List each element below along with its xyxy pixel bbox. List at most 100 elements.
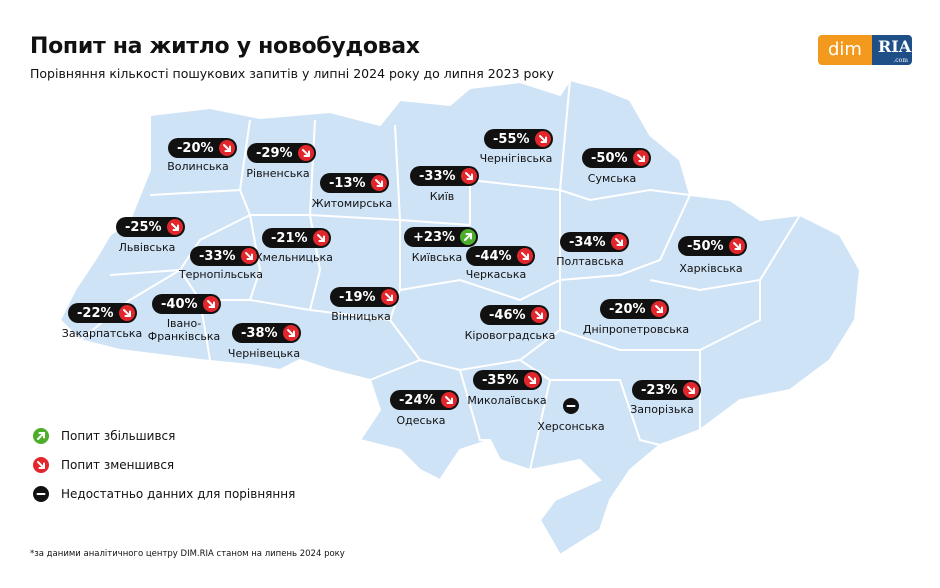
logo-domain: .com [893, 57, 908, 64]
trend-icon [202, 296, 219, 312]
region-badge: -44% [466, 246, 535, 266]
trend-icon [33, 486, 49, 502]
region-badge: -13% [320, 173, 389, 193]
region-badge: -40% [152, 294, 221, 314]
region-change: -34% [569, 234, 606, 250]
trend-icon [728, 238, 745, 254]
region-change: -25% [125, 219, 162, 235]
region-badge: -23% [632, 380, 701, 400]
logo-ria: RIA .com [871, 35, 912, 65]
trend-icon [33, 428, 49, 444]
region-badge: -50% [678, 236, 747, 256]
region-change: -21% [271, 230, 308, 246]
region-change: -35% [482, 372, 519, 388]
trend-icon [297, 145, 314, 161]
legend-item: Попит зменшився [33, 457, 174, 473]
region-no-data [563, 398, 579, 418]
region-badge: -33% [410, 166, 479, 186]
region-badge: -34% [560, 232, 629, 252]
region-change: -44% [475, 248, 512, 264]
region-badge: -46% [480, 305, 549, 325]
region-change: -33% [199, 248, 236, 264]
region-change: -50% [687, 238, 724, 254]
region-change: -50% [591, 150, 628, 166]
region-name: Київ [429, 190, 455, 203]
region-change: -46% [489, 307, 526, 323]
region-name: Харківська [679, 262, 743, 275]
subtitle: Порівняння кількості пошукових запитів у… [30, 66, 555, 81]
legend-label: Попит зменшився [61, 458, 175, 472]
region-change: -29% [256, 145, 293, 161]
trend-icon [166, 219, 183, 235]
region-badge: -33% [190, 246, 259, 266]
region-change: -33% [419, 168, 456, 184]
region-name: Херсонська [537, 420, 605, 433]
region-badge: -24% [390, 390, 459, 410]
logo-dim: dim [818, 35, 872, 65]
region-name: Львівська [118, 241, 176, 254]
trend-icon [530, 307, 547, 323]
region-name: Одеська [396, 414, 446, 427]
region-name: Вінницька [331, 310, 391, 323]
region-badge: -21% [262, 228, 331, 248]
legend-item: Недостатньо данних для порівняння [33, 486, 295, 502]
region-change: -19% [339, 289, 376, 305]
trend-icon [312, 230, 329, 246]
region-name: Житомирська [311, 197, 393, 210]
footnote: *за даними аналітичного центру DIM.RIA с… [30, 549, 345, 559]
region-change: -13% [329, 175, 366, 191]
region-badge: -38% [232, 323, 301, 343]
trend-icon [460, 168, 477, 184]
region-change: -20% [609, 301, 646, 317]
region-name: Тернопільська [178, 268, 264, 281]
region-badge: -20% [600, 299, 669, 319]
region-change: -40% [161, 296, 198, 312]
legend-item: Попит збільшився [33, 428, 175, 444]
trend-icon [380, 289, 397, 305]
legend-label: Попит збільшився [61, 429, 176, 443]
region-change: -23% [641, 382, 678, 398]
region-badge: -29% [247, 143, 316, 163]
logo: dim RIA .com [818, 35, 912, 65]
trend-icon [240, 248, 257, 264]
region-name: Кіровоградська [464, 329, 556, 342]
region-badge: -35% [473, 370, 542, 390]
region-name: Чернівецька [227, 347, 301, 360]
region-name: Хмельницька [255, 251, 333, 264]
trend-icon [33, 457, 49, 473]
trend-icon [682, 382, 699, 398]
region-badge: -25% [116, 217, 185, 237]
trend-icon [632, 150, 649, 166]
region-name: Миколаївська [467, 394, 547, 407]
region-badge: -22% [68, 303, 137, 323]
logo-ria-text: RIA [877, 37, 912, 56]
trend-icon [282, 325, 299, 341]
trend-icon [523, 372, 540, 388]
trend-icon [440, 392, 457, 408]
trend-icon [218, 140, 235, 156]
region-change: +23% [413, 229, 456, 245]
country-shape [58, 78, 862, 557]
region-badge: -50% [582, 148, 651, 168]
trend-icon [563, 398, 579, 414]
region-badge: -19% [330, 287, 399, 307]
region-change: -20% [177, 140, 214, 156]
trend-icon [118, 305, 135, 321]
trend-icon [650, 301, 667, 317]
region-name: Рівненська [246, 167, 310, 180]
legend-label: Недостатньо данних для порівняння [61, 487, 296, 501]
trend-icon [516, 248, 533, 264]
region-name: Сумська [587, 172, 637, 185]
region-name: Івано-Франківська [147, 317, 221, 343]
region-change: -22% [77, 305, 114, 321]
region-name: Дніпропетровська [582, 323, 690, 336]
region-name: Черкаська [465, 268, 527, 281]
trend-icon [610, 234, 627, 250]
region-change: -24% [399, 392, 436, 408]
region-change: -38% [241, 325, 278, 341]
region-badge: -55% [484, 129, 553, 149]
region-badge: +23% [404, 227, 479, 247]
region-name: Закарпатська [61, 327, 143, 340]
region-name: Київська [411, 251, 463, 264]
region-name: Полтавська [556, 255, 624, 268]
